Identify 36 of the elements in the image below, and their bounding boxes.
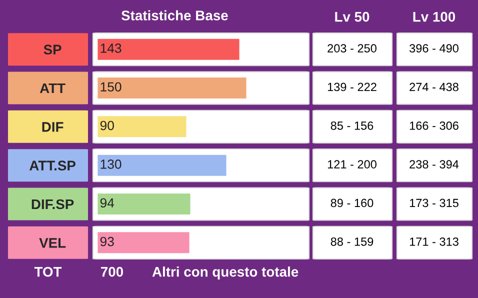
text: 173 - 315 xyxy=(410,198,458,208)
text: 88 - 159 xyxy=(330,237,374,246)
y-tick-label: SP xyxy=(44,44,62,55)
text: 396 - 490 xyxy=(410,44,458,52)
bar xyxy=(97,153,228,178)
text: 274 - 438 xyxy=(410,82,458,92)
text: 89 - 160 xyxy=(330,198,374,208)
data-label: 94 xyxy=(100,198,114,208)
text: 171 - 313 xyxy=(410,237,458,246)
data-label: 90 xyxy=(100,120,114,130)
data-label: 143 xyxy=(100,44,122,53)
text: TOT xyxy=(34,266,62,277)
y-tick-label: ATT.SP xyxy=(29,160,76,171)
text: 166 - 306 xyxy=(410,121,458,130)
bar xyxy=(97,114,188,139)
data-label: 130 xyxy=(100,160,122,169)
y-tick-label: DIF.SP xyxy=(32,199,74,210)
text: 139 - 222 xyxy=(328,82,376,92)
bar xyxy=(97,192,192,216)
chart-title: Statistiche Base xyxy=(121,10,228,20)
text: Altri con questo totale xyxy=(152,266,298,280)
bar xyxy=(97,230,191,255)
text: 203 - 250 xyxy=(328,44,376,52)
text: Lv 50 xyxy=(335,12,370,22)
y-tick-label: VEL xyxy=(39,238,66,248)
y-tick-label: ATT xyxy=(40,83,66,94)
y-tick-label: DIF xyxy=(42,122,64,132)
text: 121 - 200 xyxy=(328,160,376,168)
bar xyxy=(97,76,248,100)
text: 238 - 394 xyxy=(410,160,459,168)
text: Lv 100 xyxy=(413,12,456,22)
data-label: 93 xyxy=(100,236,114,246)
text: 85 - 156 xyxy=(330,121,374,130)
data-label: 150 xyxy=(100,82,122,92)
text: 700 xyxy=(101,266,124,277)
bar xyxy=(97,37,241,62)
